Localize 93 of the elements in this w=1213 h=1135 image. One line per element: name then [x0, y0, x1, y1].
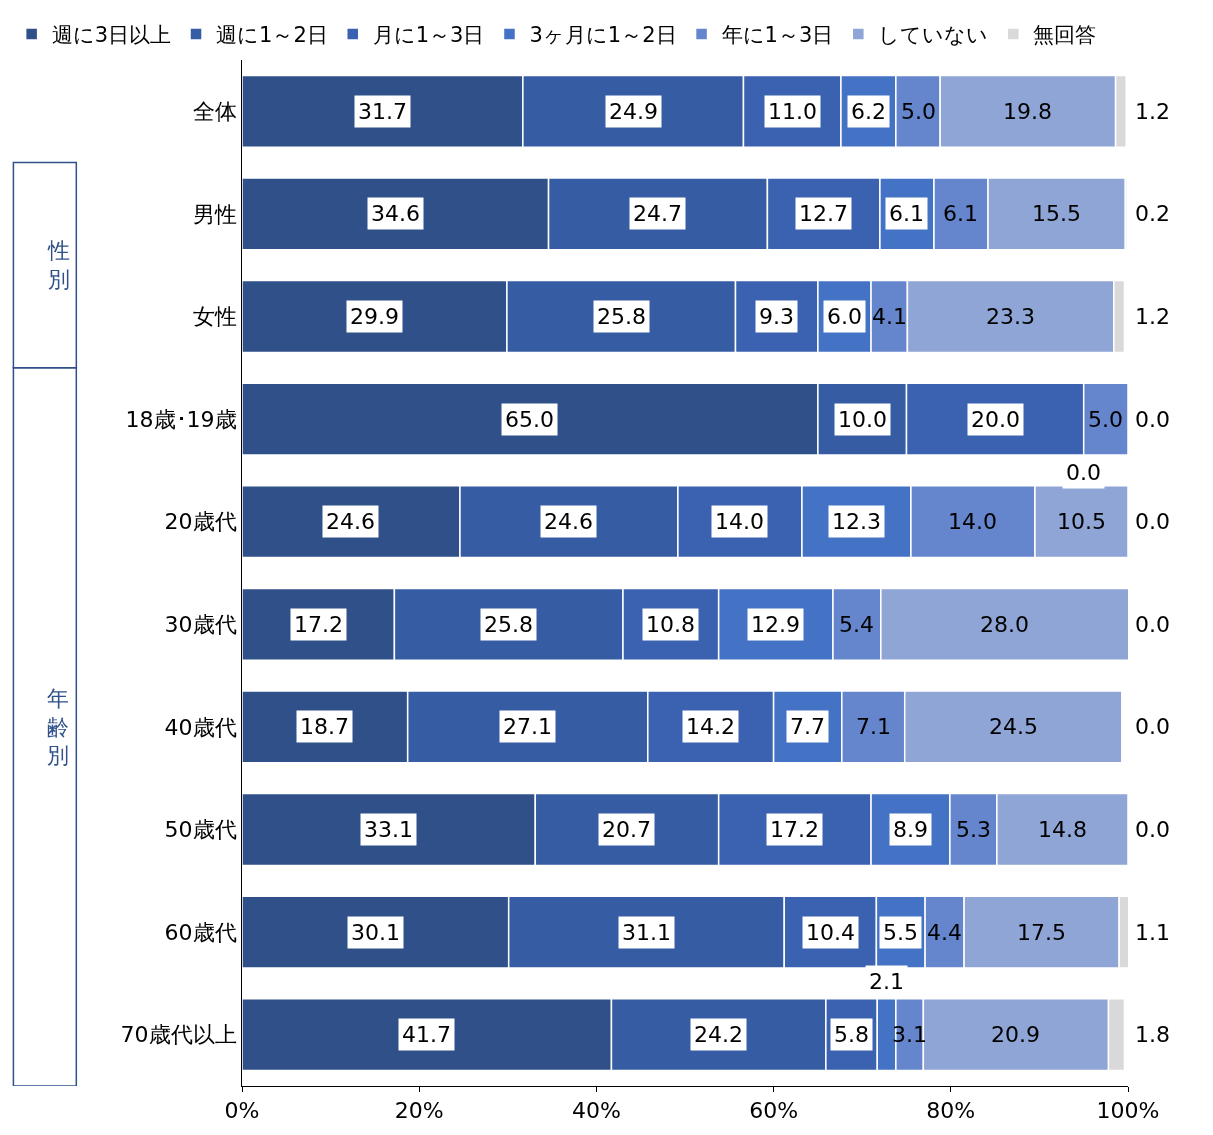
data-label: 5.4	[839, 612, 874, 637]
data-label: 20.0	[971, 407, 1020, 432]
data-label: 30.1	[351, 920, 400, 945]
legend-label: 3ヶ月に1～2日	[529, 23, 677, 48]
data-label: 8.9	[893, 817, 928, 842]
data-label: 7.1	[856, 714, 891, 739]
legend-label: 週に1～2日	[216, 23, 328, 48]
data-label: 5.0	[1088, 407, 1123, 432]
data-label: 25.8	[484, 612, 533, 637]
y-tick-label: 30歳代	[164, 612, 237, 637]
data-label: 5.5	[883, 920, 918, 945]
data-label: 5.8	[834, 1022, 869, 1047]
legend-label: 月に1～3日	[372, 23, 485, 48]
y-tick-label: 70歳代以上	[120, 1022, 237, 1048]
data-label: 41.7	[402, 1022, 451, 1047]
data-label: 6.1	[889, 201, 924, 226]
data-label: 5.0	[901, 99, 936, 124]
data-label: 0.2	[1135, 201, 1170, 226]
data-label: 0.0	[1066, 460, 1101, 485]
data-label: 4.4	[927, 920, 962, 945]
data-label: 27.1	[503, 714, 552, 739]
data-label: 24.2	[694, 1022, 743, 1047]
x-tick-label: 40%	[571, 1098, 621, 1124]
data-label: 23.3	[986, 304, 1035, 329]
data-label: 24.7	[633, 201, 682, 226]
data-label: 28.0	[980, 612, 1029, 637]
data-label: 11.0	[768, 99, 817, 124]
data-label: 4.1	[872, 304, 907, 329]
data-label: 9.3	[759, 304, 794, 329]
legend-label: 無回答	[1033, 23, 1097, 48]
legend-label: 週に3日以上	[51, 23, 172, 48]
y-tick-label: 60歳代	[164, 919, 237, 945]
data-label: 20.9	[991, 1022, 1040, 1047]
data-label: 19.8	[1003, 99, 1052, 124]
data-label: 20.7	[602, 817, 651, 842]
text: 性別	[47, 238, 70, 292]
data-label: 34.6	[371, 201, 420, 226]
data-label: 10.4	[806, 920, 855, 945]
data-label: 14.0	[715, 509, 764, 534]
y-tick-label: 女性	[192, 304, 237, 330]
y-tick-label: 40歳代	[164, 714, 237, 740]
data-label: 31.7	[358, 99, 407, 124]
data-label: 29.9	[350, 304, 399, 329]
data-label: 6.2	[851, 99, 886, 124]
data-label: 6.0	[827, 304, 862, 329]
y-tick-label: 50歳代	[164, 817, 237, 843]
data-label: 33.1	[364, 817, 413, 842]
data-label: 24.6	[326, 509, 375, 534]
y-tick-label: 全体	[192, 99, 237, 124]
text: 年齢別	[47, 686, 69, 769]
data-label: 14.0	[948, 509, 997, 534]
data-label: 1.8	[1135, 1022, 1170, 1047]
data-label: 5.3	[956, 817, 991, 842]
x-tick-label: 80%	[926, 1098, 976, 1124]
data-label: 17.2	[294, 612, 343, 637]
legend-label: していない	[878, 23, 989, 48]
data-label: 0.0	[1135, 612, 1170, 637]
data-label: 25.8	[597, 304, 646, 329]
data-label: 2.1	[869, 969, 904, 994]
data-label: 0.0	[1135, 509, 1170, 534]
x-tick-label: 0%	[224, 1098, 260, 1124]
x-tick-label: 60%	[749, 1098, 799, 1124]
data-label: 10.8	[646, 612, 695, 637]
data-label: 24.5	[989, 714, 1038, 739]
data-label: 1.2	[1135, 99, 1170, 124]
data-label: 10.0	[838, 407, 887, 432]
data-label: 12.9	[751, 612, 800, 637]
y-tick-label: 18歳･19歳	[125, 406, 237, 432]
data-label: 0.0	[1135, 817, 1170, 842]
data-label: 14.2	[686, 714, 735, 739]
data-label: 7.7	[790, 714, 825, 739]
data-label: 15.5	[1032, 201, 1081, 226]
data-label: 10.5	[1057, 509, 1106, 534]
data-label: 0.0	[1135, 714, 1170, 739]
data-label: 18.7	[300, 714, 349, 739]
y-tick-label: 男性	[192, 201, 237, 227]
x-tick-label: 100%	[1096, 1098, 1160, 1124]
data-label: 12.7	[799, 201, 848, 226]
data-label: 17.5	[1017, 920, 1066, 945]
data-label: 6.1	[943, 201, 978, 226]
data-label: 24.6	[544, 509, 593, 534]
data-label: 1.2	[1135, 304, 1170, 329]
data-label: 0.0	[1135, 407, 1170, 432]
data-label: 12.3	[832, 509, 881, 534]
data-label: 14.8	[1038, 817, 1087, 842]
x-tick-label: 20%	[394, 1098, 444, 1124]
data-label: 17.2	[770, 817, 819, 842]
data-label: 1.1	[1135, 920, 1170, 945]
data-label: 24.9	[609, 99, 658, 124]
legend-label: 年に1～3日	[721, 23, 834, 48]
y-tick-label: 20歳代	[164, 509, 237, 535]
data-label: 31.1	[622, 920, 671, 945]
data-label: 65.0	[505, 407, 554, 432]
